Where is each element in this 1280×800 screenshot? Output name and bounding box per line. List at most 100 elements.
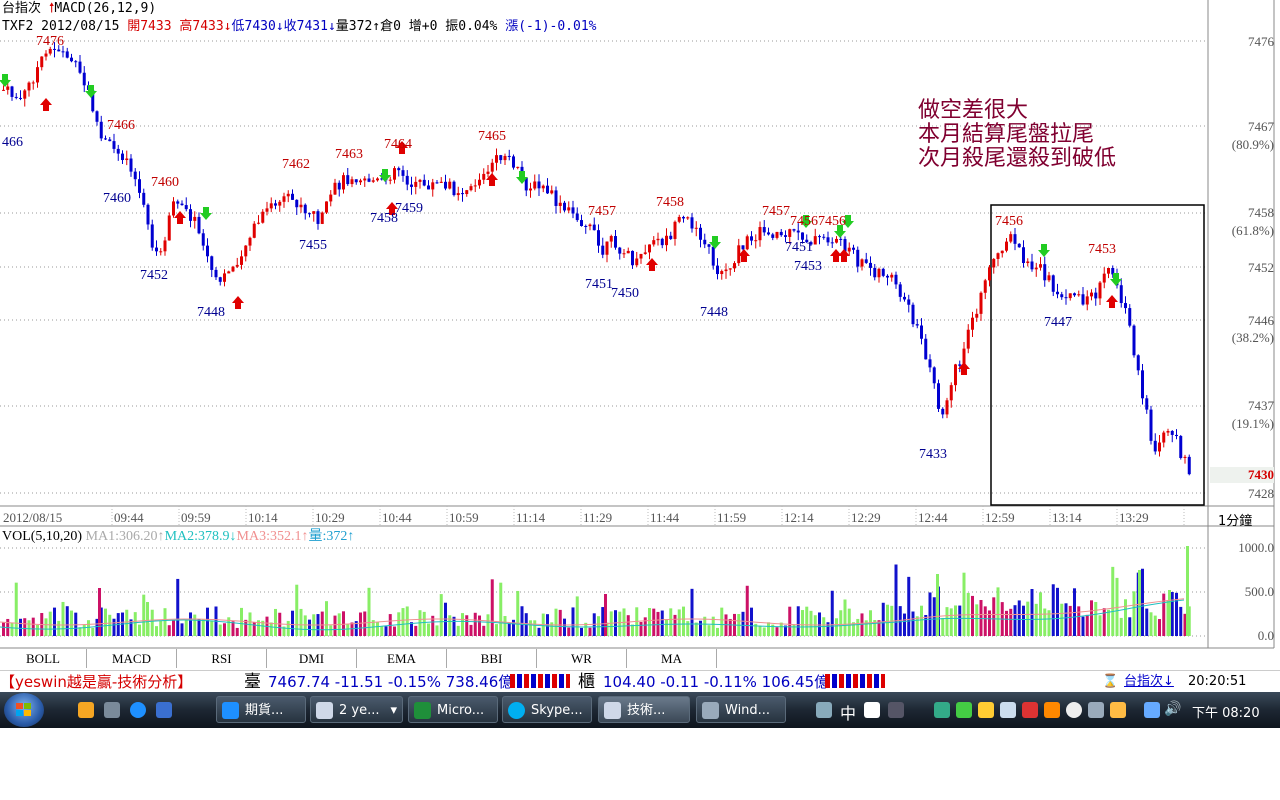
volume-bar — [690, 588, 694, 636]
candle-body — [410, 184, 413, 187]
taskbar-button-excel[interactable]: Micro... — [408, 696, 498, 723]
candle-body — [571, 207, 575, 214]
quicklaunch-icon[interactable] — [104, 702, 120, 718]
volume-bar — [172, 620, 175, 636]
candle-body — [337, 182, 341, 190]
low-label: 466 — [2, 135, 23, 150]
candle-body — [618, 247, 622, 254]
y-tick: 7428 — [1248, 486, 1274, 501]
tray-icon[interactable] — [864, 702, 880, 718]
volume-bar — [244, 619, 248, 636]
tray-icon[interactable] — [1044, 702, 1060, 718]
x-tick: 10:59 — [449, 510, 479, 525]
candle-body — [1068, 293, 1072, 299]
candle-body — [962, 348, 966, 366]
buy-arrow-icon — [738, 249, 750, 262]
tray-icon[interactable] — [816, 702, 832, 718]
taskbar-clock[interactable]: 下午 08:20 — [1192, 706, 1260, 721]
volume-bar — [410, 622, 413, 636]
tray-icon[interactable] — [1088, 702, 1104, 718]
candle-body — [958, 364, 962, 366]
tray-icon[interactable] — [1110, 702, 1126, 718]
tab-ma[interactable]: MA — [627, 649, 717, 668]
volume-bar — [274, 608, 277, 636]
volume-bar — [1145, 608, 1149, 636]
tray-icon[interactable] — [934, 702, 950, 718]
volume-bar — [881, 602, 885, 636]
candle-body — [146, 204, 150, 225]
tab-ema[interactable]: EMA — [357, 649, 447, 668]
desktop-icon[interactable] — [156, 702, 172, 718]
buy-arrow-icon — [174, 211, 186, 224]
candle-body — [1132, 325, 1136, 356]
otc-index: 104.40 -0.11 -0.11% 106.45億 — [603, 673, 830, 691]
tab-boll[interactable]: BOLL — [0, 649, 87, 668]
volume-bar — [745, 585, 749, 636]
candle-body — [10, 86, 14, 97]
volume-bar — [741, 611, 745, 636]
candle-body — [890, 274, 894, 278]
sell-arrow-icon — [1038, 244, 1050, 257]
candle-body — [915, 324, 919, 326]
candle-body — [775, 231, 779, 238]
candle-body — [116, 148, 120, 154]
candle-body — [27, 82, 31, 91]
taskbar-button-windows[interactable]: Wind... — [696, 696, 786, 723]
volume-bar — [146, 602, 149, 636]
candle-body — [286, 193, 290, 197]
high-label: 7456 — [790, 214, 818, 229]
volume-bar — [210, 620, 214, 636]
volume-bar — [503, 616, 507, 636]
ime-indicator[interactable]: 中 — [840, 704, 857, 723]
volume-bar — [754, 623, 758, 636]
taskbar-button-futures[interactable]: 期貨... — [216, 696, 306, 723]
volume-icon[interactable]: 🔊 — [1164, 701, 1182, 717]
volume-bar — [112, 618, 116, 636]
low-price: 低7430↓ — [231, 19, 284, 34]
volume-bar — [61, 601, 65, 636]
candle-body — [580, 220, 583, 226]
candle-body — [431, 182, 435, 190]
x-axis-date: 2012/08/15 — [3, 510, 63, 525]
volume-bar — [180, 623, 184, 636]
candle-body — [1026, 261, 1030, 264]
tray-icon[interactable] — [1022, 702, 1038, 718]
volume-bar — [988, 610, 991, 636]
quicklaunch-icon[interactable] — [78, 702, 94, 718]
tray-icon[interactable] — [978, 702, 994, 718]
period-selector[interactable]: 1分鐘 — [1218, 514, 1253, 529]
volume-bar — [308, 619, 311, 636]
y-tick: 7446 — [1248, 313, 1274, 328]
tab-macd[interactable]: MACD — [87, 649, 177, 668]
tab-rsi[interactable]: RSI — [177, 649, 267, 668]
ie-icon[interactable] — [130, 702, 146, 718]
network-icon[interactable] — [1144, 702, 1160, 718]
tab-bbi[interactable]: BBI — [447, 649, 537, 668]
volume-bar — [716, 627, 719, 636]
tab-wr[interactable]: WR — [537, 649, 627, 668]
tray-icon[interactable] — [1066, 702, 1082, 718]
tab-dmi[interactable]: DMI — [267, 649, 357, 668]
start-button[interactable] — [4, 693, 44, 727]
sell-arrow-icon — [709, 236, 721, 249]
candle-body — [6, 86, 10, 90]
vol-tick: 0.0 — [1257, 628, 1274, 643]
candle-body — [121, 153, 124, 161]
candle-body — [852, 247, 855, 250]
candle-body — [1047, 275, 1051, 281]
tray-icon[interactable] — [888, 702, 904, 718]
candle-body — [979, 292, 983, 314]
taskbar-button-yeswin[interactable]: 2 ye... ▾ — [310, 696, 403, 723]
high-label: 7460 — [151, 175, 179, 190]
taskbar-button-skype[interactable]: Skype... — [502, 696, 592, 723]
tray-icon[interactable] — [1000, 702, 1016, 718]
symbol-selector[interactable]: 台指次↓ — [1124, 674, 1174, 689]
price-chart[interactable] — [0, 0, 1280, 692]
candle-body — [605, 241, 609, 255]
close-price: 收7431↓ — [283, 19, 336, 34]
tray-icon[interactable] — [956, 702, 972, 718]
candle-body — [197, 216, 201, 234]
volume-bar — [920, 605, 923, 636]
volume-bar — [507, 622, 511, 636]
taskbar-button-tech[interactable]: 技術... — [598, 696, 690, 723]
